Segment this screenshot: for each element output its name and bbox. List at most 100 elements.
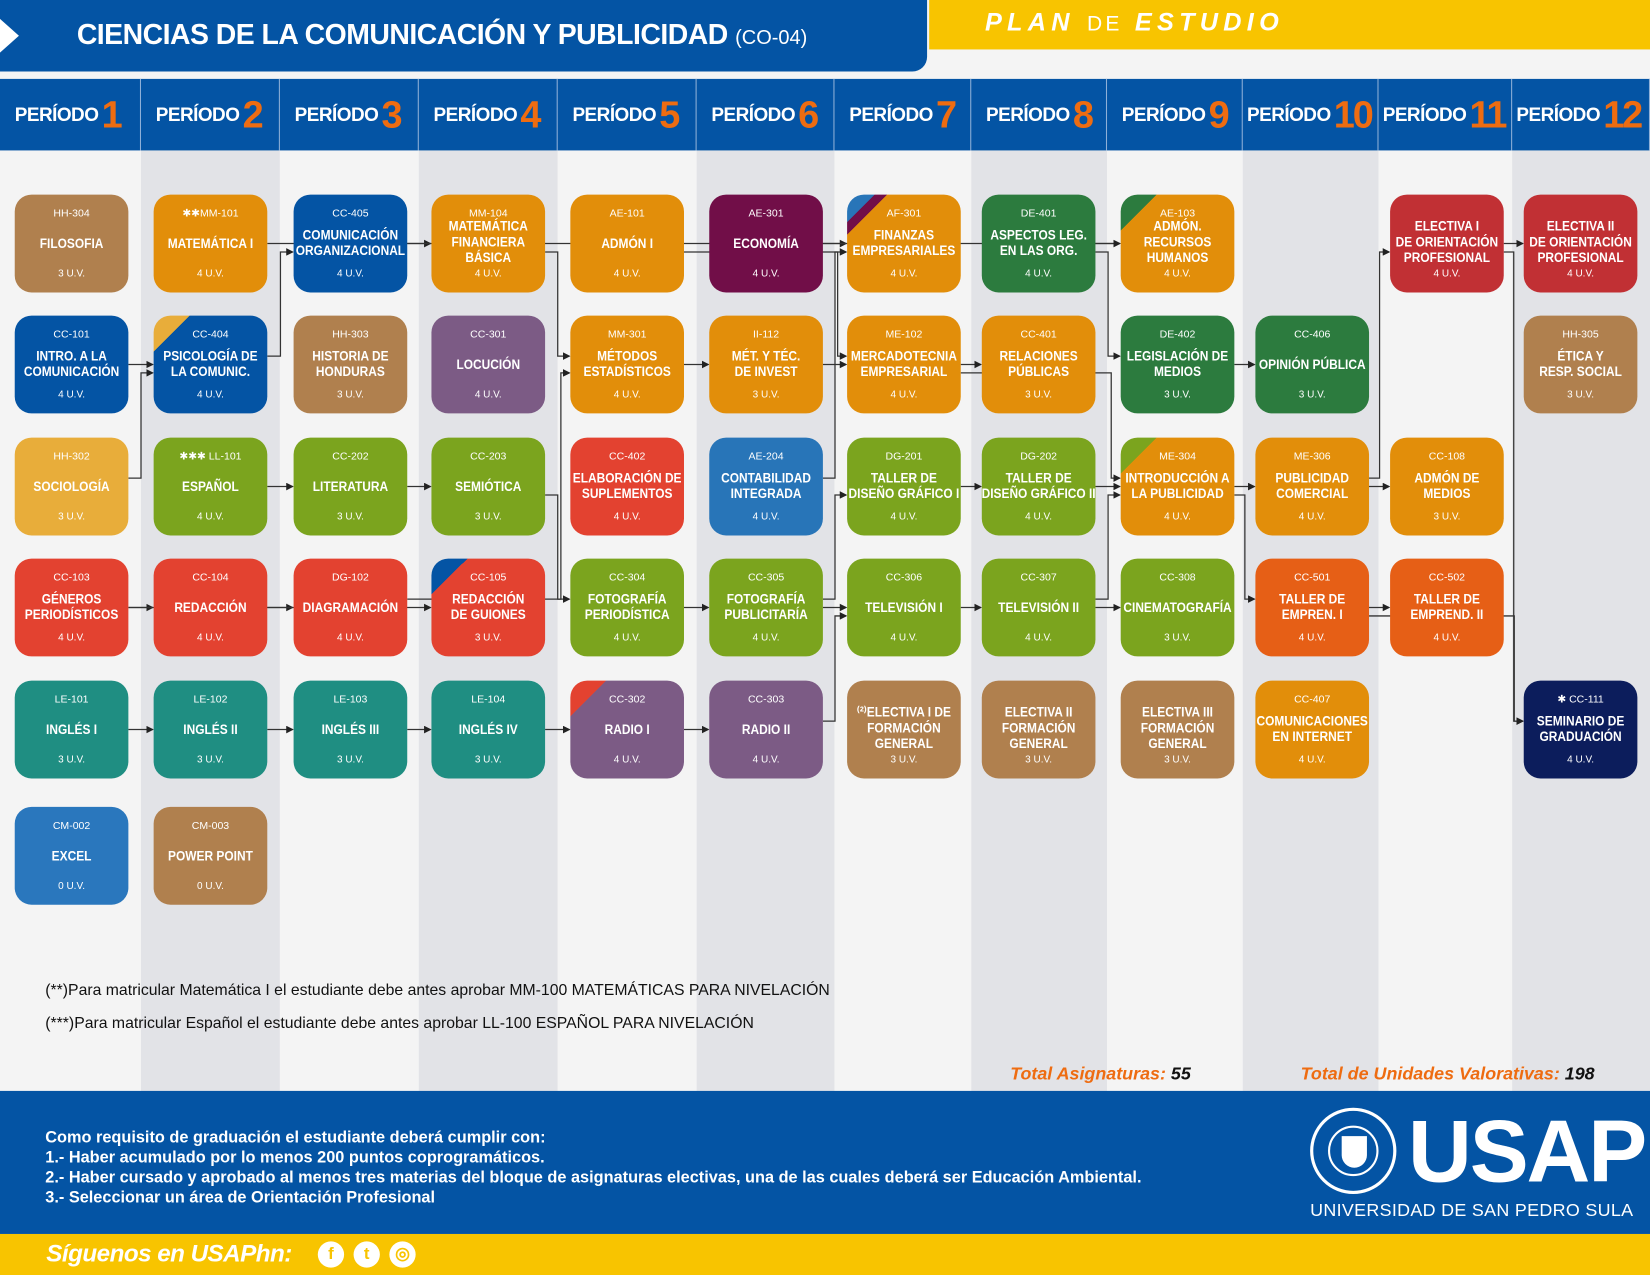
course-uv: 4 U.V. [613, 511, 641, 523]
course-card[interactable]: CC-406 OPINIÓN PÚBLICA 3 U.V. [1255, 315, 1370, 414]
course-card[interactable]: AF-301 FINANZAS EMPRESARIALES 4 U.V. [847, 194, 961, 293]
facebook-icon[interactable]: f [317, 1241, 345, 1268]
course-card[interactable]: CC-402 ELABORACIÓN DE SUPLEMENTOS 4 U.V. [570, 437, 684, 536]
course-card[interactable]: ME-102 MERCADOTECNIA EMPRESARIAL 4 U.V. [847, 315, 961, 414]
course-name: INGLÉS III [321, 720, 380, 737]
course-card[interactable]: ⁽²⁾ELECTIVA I DE FORMACIÓN GENERAL 3 U.V… [847, 680, 961, 779]
course-card[interactable]: II-112 MÉT. Y TÉC. DE INVEST 3 U.V. [709, 315, 823, 414]
course-card[interactable]: LE-101 INGLÉS I 3 U.V. [14, 680, 129, 779]
course-code: HH-303 [332, 329, 369, 341]
course-card[interactable]: CC-501 TALLER DE EMPREN. I 4 U.V. [1255, 558, 1370, 657]
course-card[interactable]: CC-305 FOTOGRAFÍA PUBLICITARÍA 4 U.V. [709, 558, 823, 657]
university-name: UNIVERSIDAD DE SAN PEDRO SULA [1310, 1200, 1634, 1221]
chevron-icon [0, 18, 19, 53]
course-card[interactable]: CC-105 REDACCIÓN DE GUIONES 3 U.V. [431, 558, 546, 657]
course-uv: 4 U.V. [890, 511, 918, 523]
requirement-item: 3.- Seleccionar un área de Orientación P… [45, 1188, 436, 1207]
course-code: CC-502 [1428, 572, 1466, 584]
course-card[interactable]: CC-103 GÉNEROS PERIODÍSTICOS 4 U.V. [14, 558, 129, 657]
course-card[interactable]: DG-202 TALLER DE DISEÑO GRÁFICO II 4 U.V… [981, 437, 1096, 536]
course-card[interactable]: CC-401 RELACIONES PÚBLICAS 3 U.V. [981, 315, 1096, 414]
course-card[interactable]: DG-102 DIAGRAMACIÓN 4 U.V. [293, 558, 408, 657]
course-uv: 3 U.V. [336, 754, 364, 766]
course-card[interactable]: ELECTIVA II FORMACIÓN GENERAL 3 U.V. [981, 680, 1096, 779]
course-code: MM-104 [468, 208, 508, 220]
course-card[interactable]: LE-102 INGLÉS II 3 U.V. [153, 680, 268, 779]
course-card[interactable]: CC-405 COMUNICACIÓN ORGANIZACIONAL 4 U.V… [293, 194, 408, 293]
course-card[interactable]: ✱✱MM-101 MATEMÁTICA I 4 U.V. [153, 194, 268, 293]
course-card[interactable]: MM-301 MÉTODOS ESTADÍSTICOS 4 U.V. [570, 315, 684, 414]
course-name: TALLER DE DISEÑO GRÁFICO I [848, 469, 960, 501]
course-name: INGLÉS II [183, 720, 238, 737]
course-uv: 4 U.V. [752, 268, 780, 280]
course-card[interactable]: AE-301 ECONOMÍA 4 U.V. [709, 194, 823, 293]
course-card[interactable]: ELECTIVA III FORMACIÓN GENERAL 3 U.V. [1120, 680, 1235, 779]
course-card[interactable]: CM-003 POWER POINT 0 U.V. [153, 806, 268, 905]
course-card[interactable]: AE-101 ADMÓN I 4 U.V. [570, 194, 684, 293]
course-card[interactable]: DE-401 ASPECTOS LEG. EN LAS ORG. 4 U.V. [981, 194, 1096, 293]
course-card[interactable]: ELECTIVA II DE ORIENTACIÓN PROFESIONAL 4… [1523, 194, 1638, 293]
course-card[interactable]: LE-104 INGLÉS IV 3 U.V. [431, 680, 546, 779]
course-card[interactable]: HH-305 ÉTICA Y RESP. SOCIAL 3 U.V. [1523, 315, 1638, 414]
course-uv: 3 U.V. [58, 268, 85, 280]
course-card[interactable]: CC-302 RADIO I 4 U.V. [570, 680, 684, 779]
course-name: REDACCIÓN [174, 598, 247, 615]
course-name: FOTOGRAFÍA PUBLICITARÍA [724, 590, 808, 622]
course-code: CC-405 [332, 208, 369, 220]
course-card[interactable]: CC-404 PSICOLOGÍA DE LA COMUNIC. 4 U.V. [153, 315, 268, 414]
course-name: INGLÉS IV [458, 720, 518, 737]
course-card[interactable]: DE-402 LEGISLACIÓN DE MEDIOS 3 U.V. [1120, 315, 1235, 414]
period-header-3: PERÍODO 3 [280, 78, 419, 151]
course-card[interactable]: ✱✱✱ LL-101 ESPAÑOL 4 U.V. [153, 437, 268, 536]
course-card[interactable]: MM-104 MATEMÁTICA FINANCIERA BÁSICA 4 U.… [431, 194, 546, 293]
course-card[interactable]: CC-202 LITERATURA 3 U.V. [293, 437, 408, 536]
course-name: ADMÓN I [601, 234, 654, 251]
course-card[interactable]: CC-108 ADMÓN DE MEDIOS 3 U.V. [1390, 437, 1504, 536]
plan-word: DE [1087, 12, 1123, 36]
course-card[interactable]: CC-308 CINEMATOGRAFÍA 3 U.V. [1120, 558, 1235, 657]
course-uv: 4 U.V. [197, 389, 224, 401]
course-card[interactable]: ME-306 PUBLICIDAD COMERCIAL 4 U.V. [1255, 437, 1370, 536]
course-card[interactable]: CC-407 COMUNICACIONES EN INTERNET 4 U.V. [1255, 680, 1370, 779]
course-name: EXCEL [51, 847, 92, 863]
instagram-icon[interactable]: ◎ [389, 1241, 416, 1268]
course-card[interactable]: CC-304 FOTOGRAFÍA PERIODÍSTICA 4 U.V. [570, 558, 684, 657]
course-uv: 4 U.V. [1433, 632, 1461, 644]
course-card[interactable]: HH-304 FILOSOFIA 3 U.V. [14, 194, 129, 293]
course-card[interactable]: DG-201 TALLER DE DISEÑO GRÁFICO I 4 U.V. [847, 437, 961, 536]
course-card[interactable]: CC-301 LOCUCIÓN 4 U.V. [431, 315, 546, 414]
course-card[interactable]: HH-303 HISTORIA DE HONDURAS 3 U.V. [293, 315, 408, 414]
course-card[interactable]: ELECTIVA I DE ORIENTACIÓN PROFESIONAL 4 … [1390, 194, 1504, 293]
period-label: PERÍODO [711, 103, 796, 125]
course-card[interactable]: ✱ CC-111 SEMINARIO DE GRADUACIÓN 4 U.V. [1523, 680, 1638, 779]
period-label: PERÍODO [849, 103, 933, 125]
course-card[interactable]: CC-203 SEMIÓTICA 3 U.V. [431, 437, 546, 536]
course-uv: 3 U.V. [336, 389, 364, 401]
course-code: HH-305 [1562, 329, 1599, 341]
course-card[interactable]: CC-101 INTRO. A LA COMUNICACIÓN 4 U.V. [14, 315, 129, 414]
period-header-7: PERÍODO 7 [834, 78, 972, 151]
period-label: PERÍODO [1382, 103, 1467, 125]
course-card[interactable]: HH-302 SOCIOLOGÍA 3 U.V. [14, 437, 129, 536]
course-uv: 4 U.V. [197, 632, 224, 644]
course-name: POWER POINT [168, 847, 253, 863]
course-card[interactable]: LE-103 INGLÉS III 3 U.V. [293, 680, 408, 779]
course-card[interactable]: CC-502 TALLER DE EMPREND. II 4 U.V. [1390, 558, 1504, 657]
course-uv: 4 U.V. [1567, 754, 1594, 766]
course-uv: 3 U.V. [1164, 754, 1191, 766]
course-card[interactable]: CC-306 TELEVISIÓN I 4 U.V. [847, 558, 961, 657]
course-card[interactable]: AE-204 CONTABILIDAD INTEGRADA 4 U.V. [709, 437, 823, 536]
course-card[interactable]: CC-303 RADIO II 4 U.V. [709, 680, 823, 779]
course-card[interactable]: CC-104 REDACCIÓN 4 U.V. [153, 558, 268, 657]
twitter-icon[interactable]: t [353, 1241, 380, 1268]
course-card[interactable]: AE-103 ADMÓN. RECURSOS HUMANOS 4 U.V. [1120, 194, 1235, 293]
course-card[interactable]: CM-002 EXCEL 0 U.V. [14, 806, 129, 905]
course-card[interactable]: ME-304 INTRODUCCIÓN A LA PUBLICIDAD 4 U.… [1120, 437, 1235, 536]
course-uv: 4 U.V. [1298, 754, 1326, 766]
course-code: DG-202 [1020, 451, 1058, 463]
footnote: (***)Para matricular Español el estudian… [45, 1014, 754, 1032]
course-code: HH-302 [53, 451, 90, 463]
course-code: LE-104 [471, 694, 506, 706]
course-uv: 4 U.V. [1025, 632, 1053, 644]
course-card[interactable]: CC-307 TELEVISIÓN II 4 U.V. [981, 558, 1096, 657]
